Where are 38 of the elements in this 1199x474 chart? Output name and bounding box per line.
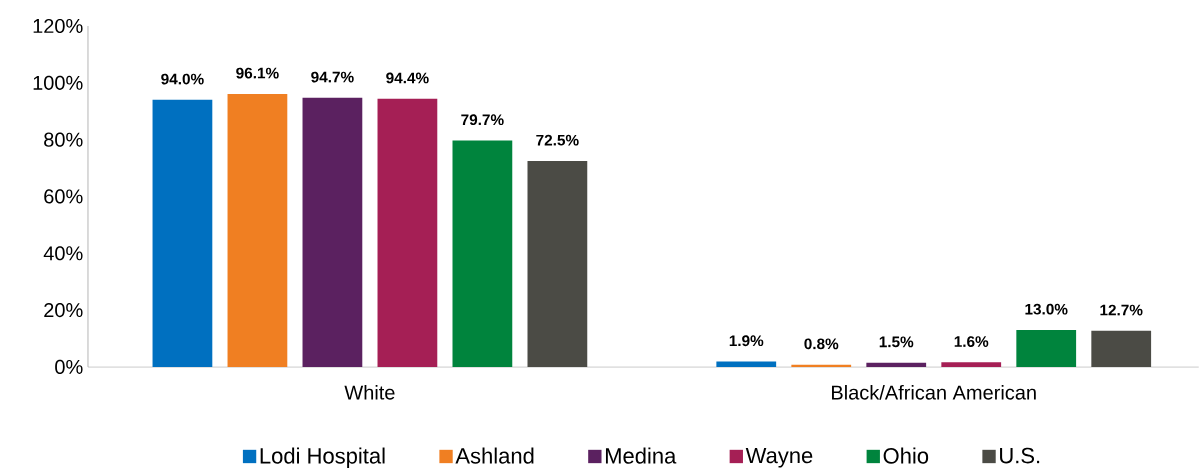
data-label: 12.7% bbox=[1100, 304, 1143, 316]
y-tick-label: 40% bbox=[43, 246, 83, 261]
bar bbox=[716, 361, 777, 367]
legend-label: Ashland bbox=[455, 447, 534, 464]
data-label: 1.6% bbox=[954, 336, 989, 348]
y-tick-label: 60% bbox=[44, 189, 83, 204]
legend-label: U.S. bbox=[1000, 447, 1040, 464]
x-tick-label: White bbox=[344, 385, 395, 400]
data-label: 94.7% bbox=[311, 71, 354, 83]
bar bbox=[152, 99, 213, 367]
data-label: 1.9% bbox=[729, 335, 764, 347]
data-label: 72.5% bbox=[536, 134, 579, 146]
bar bbox=[866, 362, 927, 367]
bar bbox=[302, 97, 363, 367]
data-label: 94.4% bbox=[386, 72, 429, 84]
y-tick-label: 120% bbox=[33, 18, 83, 34]
legend-label: Wayne bbox=[745, 447, 813, 468]
data-label: 79.7% bbox=[461, 114, 504, 126]
legend-label: Lodi Hospital bbox=[260, 447, 385, 469]
y-tick-label: 100% bbox=[33, 75, 83, 90]
bar bbox=[1016, 330, 1077, 367]
y-tick-label: 80% bbox=[44, 132, 83, 147]
bar bbox=[1091, 330, 1152, 367]
data-label: 96.1% bbox=[236, 67, 279, 79]
bar bbox=[527, 160, 588, 367]
bar bbox=[941, 362, 1002, 367]
y-tick-label: 20% bbox=[44, 303, 83, 318]
data-label: 0.8% bbox=[804, 338, 839, 350]
data-label: 1.5% bbox=[879, 336, 914, 348]
data-label: 94.0% bbox=[161, 73, 204, 85]
bar bbox=[452, 140, 513, 367]
bar bbox=[377, 98, 438, 367]
x-tick-label: Black/African American bbox=[832, 385, 1036, 400]
legend-label: Medina bbox=[605, 447, 677, 464]
data-label: 13.0% bbox=[1025, 303, 1068, 315]
legend-label: Ohio bbox=[883, 447, 929, 464]
bar bbox=[227, 93, 288, 367]
y-tick-label: 0% bbox=[55, 359, 83, 375]
